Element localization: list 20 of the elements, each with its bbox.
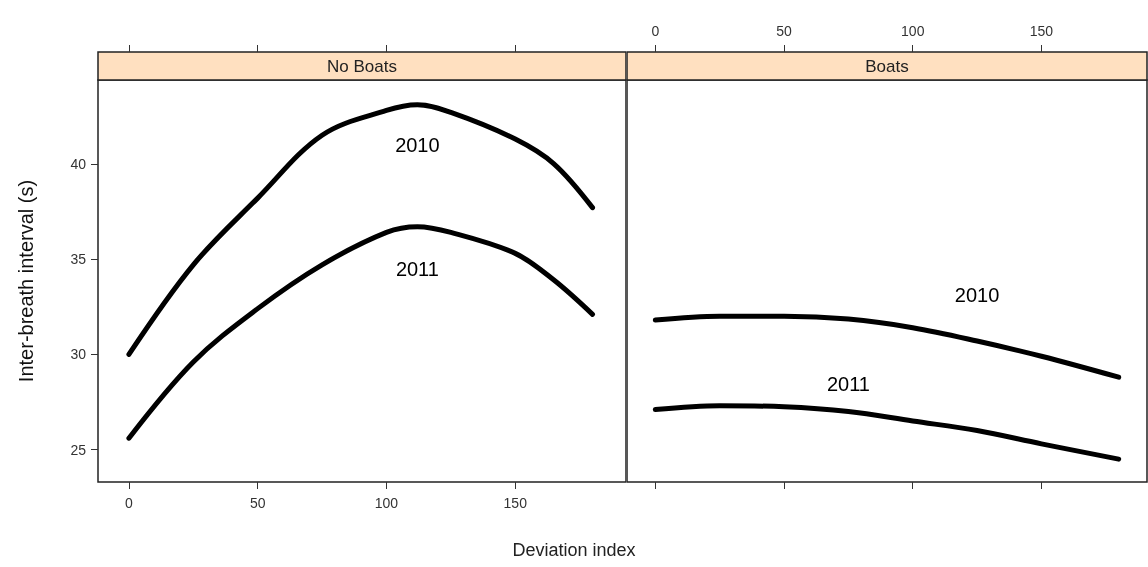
y-axis-title: Inter-breath interval (s)	[15, 179, 37, 383]
series-label: 2010	[395, 133, 440, 156]
y-tick-label: 40	[70, 155, 87, 172]
x-tick-label: 150	[1029, 23, 1054, 39]
chart-title: Boats	[865, 56, 909, 76]
y-tick-label: 30	[70, 346, 87, 363]
x-tick-label: 150	[503, 495, 528, 511]
x-tick-label: 100	[901, 23, 925, 39]
x-tick-label: 50	[249, 495, 266, 511]
series-label: 2011	[826, 372, 870, 395]
chart-title: No Boats	[327, 56, 397, 76]
series-label: 2010	[954, 284, 1000, 307]
series-label: 2011	[395, 257, 439, 280]
x-tick-label: 0	[651, 23, 660, 39]
x-tick-label: 100	[374, 495, 399, 511]
y-tick-label: 25	[70, 441, 87, 458]
y-tick-label: 35	[70, 251, 87, 268]
x-tick-label: 0	[125, 495, 134, 511]
x-tick-label: 50	[776, 23, 793, 39]
x-axis-title: Deviation index	[511, 540, 637, 561]
